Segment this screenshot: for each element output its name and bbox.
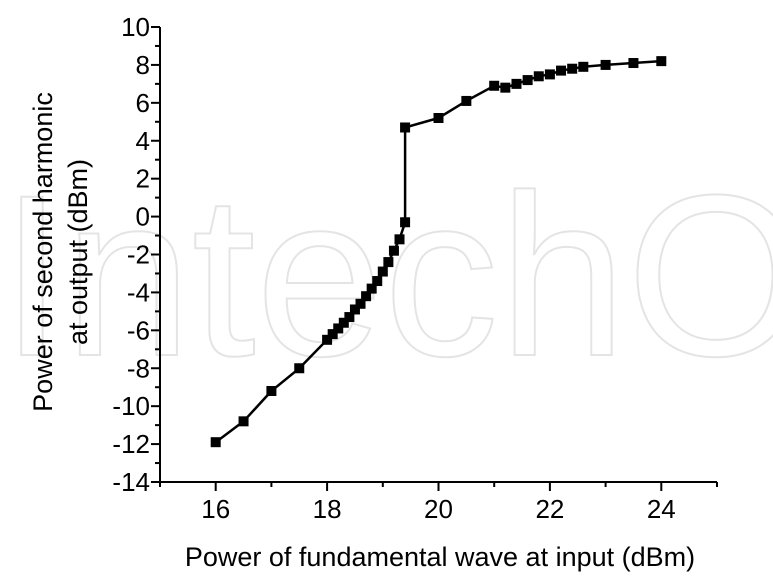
data-point (361, 291, 372, 302)
data-point (578, 61, 589, 72)
y-tick-label: 6 (136, 88, 150, 118)
y-tick-label: -8 (127, 353, 150, 383)
data-point (461, 95, 472, 106)
data-point (500, 82, 511, 93)
data-point (511, 78, 522, 89)
y-tick-label: -6 (127, 315, 150, 345)
data-point (366, 283, 377, 294)
axis-ticks (151, 26, 718, 491)
data-point (567, 63, 578, 74)
data-point (394, 234, 405, 245)
x-tick-label: 20 (424, 494, 453, 524)
data-point (377, 266, 388, 277)
data-point (383, 257, 394, 268)
y-tick-label: 0 (136, 202, 150, 232)
data-point (344, 312, 355, 323)
data-point (322, 334, 333, 345)
data-point (349, 304, 360, 315)
data-point (266, 386, 277, 396)
y-tick-label: 4 (136, 126, 150, 156)
data-point (372, 276, 383, 287)
data-point (294, 363, 305, 374)
data-point (522, 75, 533, 86)
data-point (355, 298, 366, 309)
data-point (210, 437, 221, 448)
y-tick-label: -10 (112, 391, 150, 421)
x-tick-label: 24 (647, 494, 676, 524)
data-point (656, 56, 667, 67)
x-tick-label: 22 (535, 494, 564, 524)
x-tick-label: 18 (313, 494, 342, 524)
data-point (238, 416, 249, 427)
y-axis-title-line-2: at output (dBm) (63, 159, 93, 345)
data-point (327, 329, 338, 340)
data-point (433, 113, 444, 123)
data-point (388, 245, 399, 256)
data-point (333, 323, 344, 334)
y-tick-label: -12 (112, 429, 150, 459)
data-point (628, 58, 639, 69)
x-axis-title: Power of fundamental wave at input (dBm) (185, 542, 695, 572)
data-point (556, 65, 567, 76)
y-tick-label: 2 (136, 164, 150, 194)
y-tick-label: -4 (127, 277, 150, 307)
y-axis-title-line-1: Power of second harmonic (28, 92, 58, 412)
data-point (533, 71, 544, 82)
data-point (600, 59, 611, 70)
y-tick-label: 10 (121, 12, 150, 42)
y-tick-label: -2 (127, 240, 150, 270)
x-tick-label: 16 (201, 494, 230, 524)
y-tick-label: -14 (112, 467, 150, 497)
series-markers (210, 56, 667, 448)
data-point (489, 80, 500, 91)
data-point (400, 122, 411, 133)
data-point (338, 317, 349, 328)
y-tick-label: 8 (136, 50, 150, 80)
data-point (400, 217, 411, 228)
data-point (544, 69, 555, 80)
